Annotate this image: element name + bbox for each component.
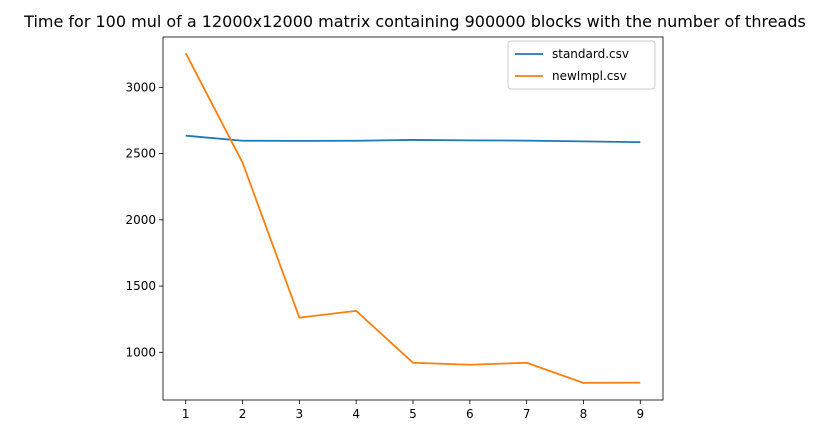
y-tick-label: 2500 (125, 147, 156, 161)
legend-label: standard.csv (552, 47, 629, 61)
x-tick-label: 9 (636, 407, 644, 421)
series-line-standard (186, 136, 641, 142)
x-tick-label: 2 (239, 407, 247, 421)
x-tick-label: 6 (466, 407, 474, 421)
x-tick-label: 8 (580, 407, 588, 421)
x-tick-label: 1 (182, 407, 190, 421)
x-tick-label: 4 (352, 407, 360, 421)
x-tick-label: 7 (523, 407, 531, 421)
y-tick-label: 1000 (125, 345, 156, 359)
chart-title: Time for 100 mul of a 12000x12000 matrix… (23, 12, 806, 31)
series-line-newimpl (186, 53, 641, 383)
x-tick-label: 3 (296, 407, 304, 421)
x-tick-label: 5 (409, 407, 417, 421)
y-tick-label: 3000 (125, 80, 156, 94)
legend-label: newImpl.csv (552, 69, 627, 83)
plot-area: 1 2 3 4 5 6 7 8 9 1000 1500 2000 2500 3000 standard.cs… (125, 37, 663, 421)
y-tick-label: 2000 (125, 213, 156, 227)
axes-frame (163, 37, 663, 400)
y-tick-label: 1500 (125, 279, 156, 293)
